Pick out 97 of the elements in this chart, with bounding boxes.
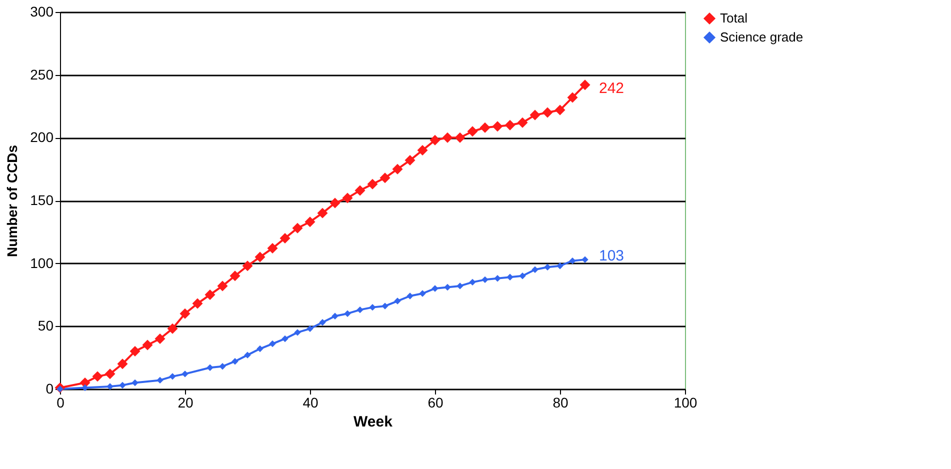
point	[367, 178, 378, 190]
point	[319, 319, 326, 326]
point	[356, 306, 364, 314]
point	[180, 308, 190, 319]
point	[442, 132, 453, 143]
point	[342, 192, 353, 204]
point	[432, 285, 438, 292]
point	[532, 266, 538, 273]
point	[154, 333, 166, 344]
point	[317, 208, 328, 218]
point	[254, 252, 266, 262]
point	[232, 358, 238, 365]
y-tick-label: 150	[30, 192, 54, 208]
y-tick-label: 0	[46, 380, 54, 396]
point	[456, 282, 464, 290]
x-tick-label: 60	[428, 394, 444, 410]
point	[269, 340, 276, 348]
point	[204, 290, 216, 300]
point	[132, 379, 138, 386]
x-tick-label: 80	[552, 394, 568, 410]
point	[467, 126, 478, 137]
point	[304, 216, 316, 228]
point	[104, 368, 116, 380]
point	[332, 312, 338, 320]
point	[404, 155, 416, 166]
point	[167, 323, 178, 334]
point	[242, 260, 253, 272]
point	[480, 122, 490, 133]
point	[482, 276, 488, 284]
x-tick-label: 0	[56, 394, 65, 410]
point	[544, 264, 551, 270]
point	[394, 298, 401, 304]
point	[156, 376, 164, 384]
point	[182, 370, 188, 378]
point	[380, 172, 390, 184]
point	[256, 345, 264, 352]
point	[192, 298, 203, 309]
point	[344, 310, 351, 317]
point	[406, 292, 414, 300]
point	[330, 198, 340, 208]
point	[282, 335, 288, 342]
point	[542, 107, 553, 118]
x-tick-label: 20	[178, 394, 194, 410]
y-axis-title: Number of CCDs	[4, 144, 20, 258]
point	[382, 302, 388, 310]
point	[556, 262, 564, 270]
point	[369, 304, 376, 311]
point	[504, 120, 516, 130]
point	[469, 278, 476, 286]
point	[92, 371, 103, 382]
point	[169, 373, 176, 380]
point	[530, 110, 540, 120]
point	[106, 383, 114, 390]
point	[569, 257, 576, 264]
point	[417, 144, 428, 156]
point	[217, 280, 228, 292]
point	[82, 384, 88, 392]
point	[130, 346, 140, 357]
point	[230, 270, 240, 282]
point	[444, 284, 451, 291]
y-tick-label: 200	[30, 129, 54, 146]
point	[554, 104, 566, 116]
y-tick-label: 100	[30, 254, 54, 271]
point	[354, 185, 366, 196]
point	[142, 340, 153, 350]
annotation: 242	[599, 80, 624, 97]
point	[117, 358, 128, 370]
point	[519, 272, 526, 280]
y-tick-label: 300	[30, 4, 54, 20]
annotation: 103	[599, 248, 624, 265]
point	[567, 92, 578, 103]
point	[292, 222, 303, 234]
point	[494, 275, 501, 282]
point	[206, 364, 214, 371]
point	[392, 164, 403, 174]
point	[517, 117, 528, 128]
point	[454, 132, 466, 143]
point	[430, 134, 440, 146]
point	[119, 382, 126, 389]
point	[492, 121, 503, 132]
point	[219, 363, 226, 370]
x-tick-label: 40	[302, 394, 318, 410]
legend-label: Total	[720, 10, 748, 26]
x-axis-title: Week	[354, 414, 394, 430]
point	[580, 80, 590, 90]
legend-label: Science grade	[720, 30, 804, 44]
point	[506, 274, 514, 281]
point	[582, 256, 588, 263]
point	[306, 325, 314, 332]
point	[419, 290, 426, 297]
point	[280, 232, 290, 244]
point	[267, 243, 278, 254]
x-tick-label: 100	[674, 394, 698, 410]
y-tick-label: 50	[38, 318, 54, 334]
y-tick-label: 250	[30, 66, 54, 82]
point	[244, 352, 251, 358]
point	[294, 329, 301, 336]
